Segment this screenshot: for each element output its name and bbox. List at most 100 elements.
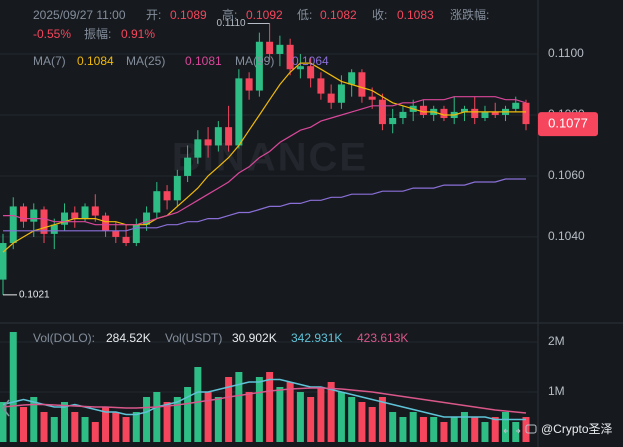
candle-body bbox=[61, 212, 69, 225]
header-label: 振幅: bbox=[84, 26, 111, 41]
candle-body bbox=[194, 139, 202, 158]
candle-body bbox=[348, 72, 356, 85]
volume-bar bbox=[194, 367, 202, 442]
volume-tick-label: 1M bbox=[548, 384, 565, 398]
volume-legend-value: 30.902K bbox=[232, 331, 277, 345]
legend-value: 0.1084 bbox=[77, 54, 114, 68]
volume-bar bbox=[512, 422, 520, 442]
candle-body bbox=[276, 44, 284, 54]
scroll-left-icon[interactable] bbox=[2, 399, 10, 417]
volume-bar bbox=[91, 422, 99, 442]
volume-bar bbox=[81, 417, 89, 442]
candle-body bbox=[286, 44, 294, 70]
volume-ma-legend-value: 342.931K bbox=[291, 331, 342, 345]
volume-bar bbox=[112, 412, 120, 442]
header-label: 低: bbox=[297, 8, 312, 22]
volume-bar bbox=[286, 382, 294, 442]
volume-bar bbox=[235, 372, 243, 442]
candle-body bbox=[337, 84, 345, 103]
header-value: 0.1092 bbox=[246, 8, 283, 22]
candle-body bbox=[307, 66, 315, 79]
volume-bar bbox=[440, 422, 448, 442]
candle-body bbox=[112, 230, 120, 237]
credit: @Crypto圣泽 bbox=[541, 422, 613, 436]
volume-bar bbox=[481, 422, 489, 442]
candle-body bbox=[471, 108, 479, 119]
volume-ma-line bbox=[2, 378, 526, 421]
volume-bar bbox=[255, 377, 263, 442]
candle-body bbox=[512, 102, 520, 109]
volume-legend-value: 284.52K bbox=[106, 331, 151, 345]
volume-bar bbox=[368, 407, 376, 442]
high-marker: 0.1110 bbox=[217, 18, 247, 29]
volume-bar bbox=[20, 407, 28, 442]
volume-bar bbox=[184, 387, 192, 442]
volume-bar bbox=[471, 417, 479, 442]
resize-icon[interactable] bbox=[503, 428, 521, 434]
candle-body bbox=[419, 105, 427, 115]
header-value: 0.1082 bbox=[320, 8, 357, 22]
volume-bar bbox=[276, 387, 284, 442]
candle-body bbox=[440, 108, 448, 119]
candle-body bbox=[399, 111, 407, 119]
volume-bar bbox=[173, 397, 181, 442]
y-tick-label: 0.1100 bbox=[548, 46, 584, 60]
candle-body bbox=[91, 206, 99, 216]
volume-bar bbox=[61, 402, 69, 442]
header-label: 开: bbox=[146, 8, 161, 22]
candle-body bbox=[0, 243, 7, 280]
volume-bar bbox=[430, 417, 438, 442]
volume-bar bbox=[378, 397, 386, 442]
candle-body bbox=[143, 212, 151, 225]
volume-bar bbox=[132, 412, 140, 442]
candle-body bbox=[327, 93, 335, 103]
candle-body bbox=[50, 224, 58, 234]
candle-body bbox=[214, 127, 222, 146]
volume-bar bbox=[358, 402, 366, 442]
candle-body bbox=[368, 96, 376, 100]
volume-bar bbox=[204, 392, 212, 442]
candle-body bbox=[30, 209, 38, 222]
volume-bar bbox=[9, 332, 17, 442]
candle-body bbox=[296, 66, 304, 70]
volume-bar bbox=[102, 407, 110, 442]
volume-bar bbox=[409, 412, 417, 442]
header-value: 0.91% bbox=[121, 27, 155, 41]
volume-bar bbox=[143, 397, 151, 442]
candle-body bbox=[153, 191, 161, 213]
volume-bar bbox=[153, 392, 161, 442]
volume-bar bbox=[245, 392, 253, 442]
candle-body bbox=[389, 118, 397, 125]
legend-label: MA(25) bbox=[126, 54, 165, 68]
volume-bar bbox=[50, 417, 58, 442]
legend-value: 0.1064 bbox=[292, 54, 329, 68]
candle-body bbox=[255, 41, 263, 91]
y-tick-label: 0.1060 bbox=[548, 168, 585, 182]
legend-label: MA(7) bbox=[33, 54, 66, 68]
volume-bar bbox=[450, 417, 458, 442]
volume-bar bbox=[419, 417, 427, 442]
candle-body bbox=[481, 111, 489, 119]
volume-bar bbox=[389, 412, 397, 442]
volume-bar bbox=[30, 397, 38, 442]
candle-body bbox=[491, 111, 499, 115]
volume-bar bbox=[337, 392, 345, 442]
candle-body bbox=[204, 139, 212, 146]
candle-body bbox=[9, 206, 17, 244]
candle-body bbox=[71, 212, 79, 219]
legend-value: 0.1081 bbox=[185, 54, 222, 68]
ma-line bbox=[3, 178, 526, 232]
candle-body bbox=[40, 209, 48, 234]
candle-body bbox=[358, 72, 366, 97]
header-label: 高: bbox=[222, 7, 237, 22]
volume-bar bbox=[40, 412, 48, 442]
watermark: BINANCE bbox=[172, 136, 368, 180]
volume-bar bbox=[501, 412, 509, 442]
header-value: 0.1083 bbox=[397, 8, 434, 22]
volume-bar bbox=[348, 397, 356, 442]
volume-ma-legend-value: 423.613K bbox=[357, 331, 408, 345]
volume-bar bbox=[296, 392, 304, 442]
candle-body bbox=[132, 224, 140, 244]
